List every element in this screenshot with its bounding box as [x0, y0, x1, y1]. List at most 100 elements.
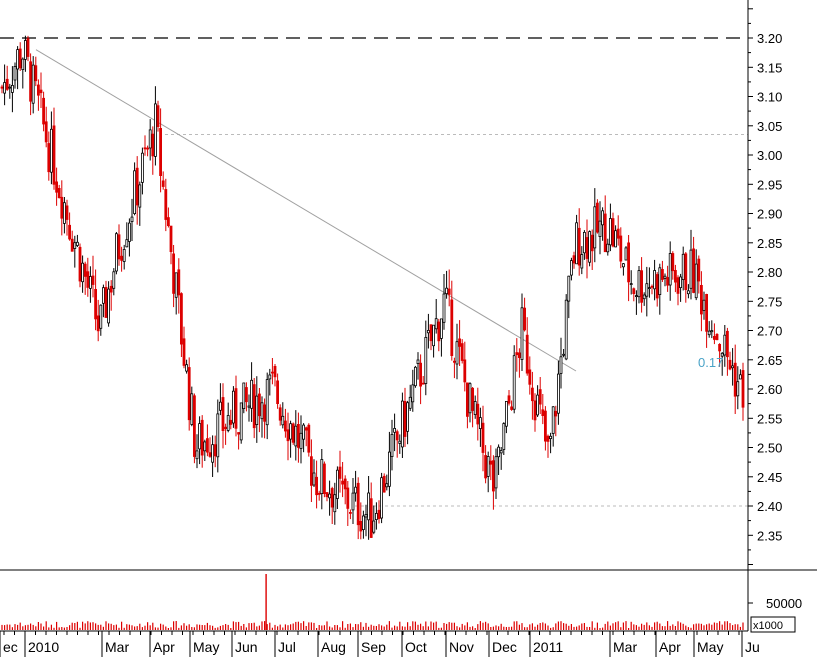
volume-bar: [173, 621, 175, 630]
candle-body: [346, 487, 350, 509]
volume-bar: [487, 623, 489, 630]
candle-body: [374, 513, 378, 521]
candle-body: [637, 270, 641, 298]
volume-bar: [258, 625, 260, 630]
candle-body: [226, 415, 230, 431]
volume-bar: [687, 627, 689, 630]
volume-bar: [89, 622, 91, 630]
candle-body: [408, 396, 412, 409]
candle-body: [465, 382, 469, 417]
candle-body: [367, 492, 371, 521]
candle-body: [471, 387, 475, 411]
volume-bar: [724, 621, 726, 630]
candle-body: [281, 415, 285, 426]
time-tick-label: ec: [3, 639, 18, 655]
candle-body: [338, 466, 342, 479]
volume-unit-label: x1000: [753, 620, 783, 632]
candle-body: [239, 402, 243, 441]
volume-bar: [420, 623, 422, 630]
candle-body: [642, 294, 646, 300]
volume-bar: [656, 621, 658, 630]
candle-body: [224, 426, 228, 430]
candle-body: [86, 271, 90, 288]
volume-bar: [326, 621, 328, 630]
volume-bar: [118, 627, 120, 630]
candle-body: [359, 521, 363, 532]
candle-body: [650, 285, 654, 288]
volume-bar: [238, 621, 240, 630]
candle-body: [676, 277, 680, 294]
candle-body: [169, 225, 173, 253]
volume-bar: [511, 626, 513, 630]
candle-body: [203, 441, 207, 452]
candle-body: [107, 288, 110, 324]
time-tick-label: Dec: [492, 639, 517, 655]
volume-bar: [209, 625, 211, 630]
candle-body: [544, 410, 547, 442]
volume-bar: [355, 624, 357, 630]
volume-bar: [323, 625, 325, 630]
candle-body: [570, 260, 573, 276]
volume-bar: [261, 621, 263, 630]
candle-body: [614, 230, 617, 248]
candle-body: [343, 478, 347, 490]
volume-bar: [425, 621, 427, 630]
volume-bar: [669, 625, 671, 630]
volume-bar: [552, 627, 554, 630]
volume-bar: [277, 626, 279, 630]
candle-body: [434, 318, 438, 330]
candle-body: [705, 293, 708, 332]
volume-bar: [453, 622, 455, 630]
candle-body: [8, 86, 12, 89]
volume-bar: [609, 625, 611, 630]
volume-bar: [290, 624, 292, 630]
volume-bar: [152, 622, 154, 630]
volume-bar: [56, 621, 58, 630]
time-tick-label: Sep: [361, 639, 386, 655]
candle-body: [468, 383, 472, 414]
candle-body: [645, 283, 649, 297]
volume-bar: [396, 626, 398, 630]
volume-bar: [48, 627, 50, 630]
volume-unit-box: [750, 616, 796, 633]
candle-body: [419, 362, 423, 387]
candle-body: [328, 493, 332, 499]
candle-body: [81, 262, 84, 283]
candle-body: [452, 360, 456, 363]
volume-bar: [287, 625, 289, 630]
volume-bar: [583, 623, 585, 630]
volume-bar: [550, 627, 552, 630]
candle-body: [411, 384, 415, 403]
candle-body: [421, 382, 425, 385]
volume-bar: [721, 624, 723, 630]
price-tick-label: 3.20: [757, 31, 782, 46]
volume-bar: [737, 624, 739, 630]
candle-body: [102, 287, 105, 304]
price-tick-label: 2.95: [757, 177, 782, 192]
volume-bar: [381, 625, 383, 630]
price-candles: [0, 35, 745, 540]
price-tick-label: 2.70: [757, 324, 782, 339]
volume-bar: [490, 627, 492, 630]
volume-bar: [485, 621, 487, 630]
candle-body: [726, 330, 729, 358]
volume-bar: [711, 624, 713, 630]
volume-bar: [321, 625, 323, 630]
candle-body: [294, 425, 298, 447]
volume-bar: [524, 627, 526, 630]
volume-bar: [581, 623, 583, 630]
candle-body: [504, 400, 508, 427]
volume-bar: [139, 623, 141, 630]
volume-bar: [121, 621, 123, 630]
candle-body: [515, 352, 519, 356]
volume-bar: [739, 626, 741, 630]
volume-bar: [368, 626, 370, 630]
candle-body: [663, 275, 667, 279]
candle-body: [13, 66, 17, 81]
price-tick-label: 2.60: [757, 382, 782, 397]
volume-bar: [615, 622, 617, 630]
volume-bar: [329, 626, 331, 630]
volume-bar: [404, 626, 406, 630]
volume-bar: [141, 627, 143, 630]
time-tick-label: Aug: [321, 639, 346, 655]
